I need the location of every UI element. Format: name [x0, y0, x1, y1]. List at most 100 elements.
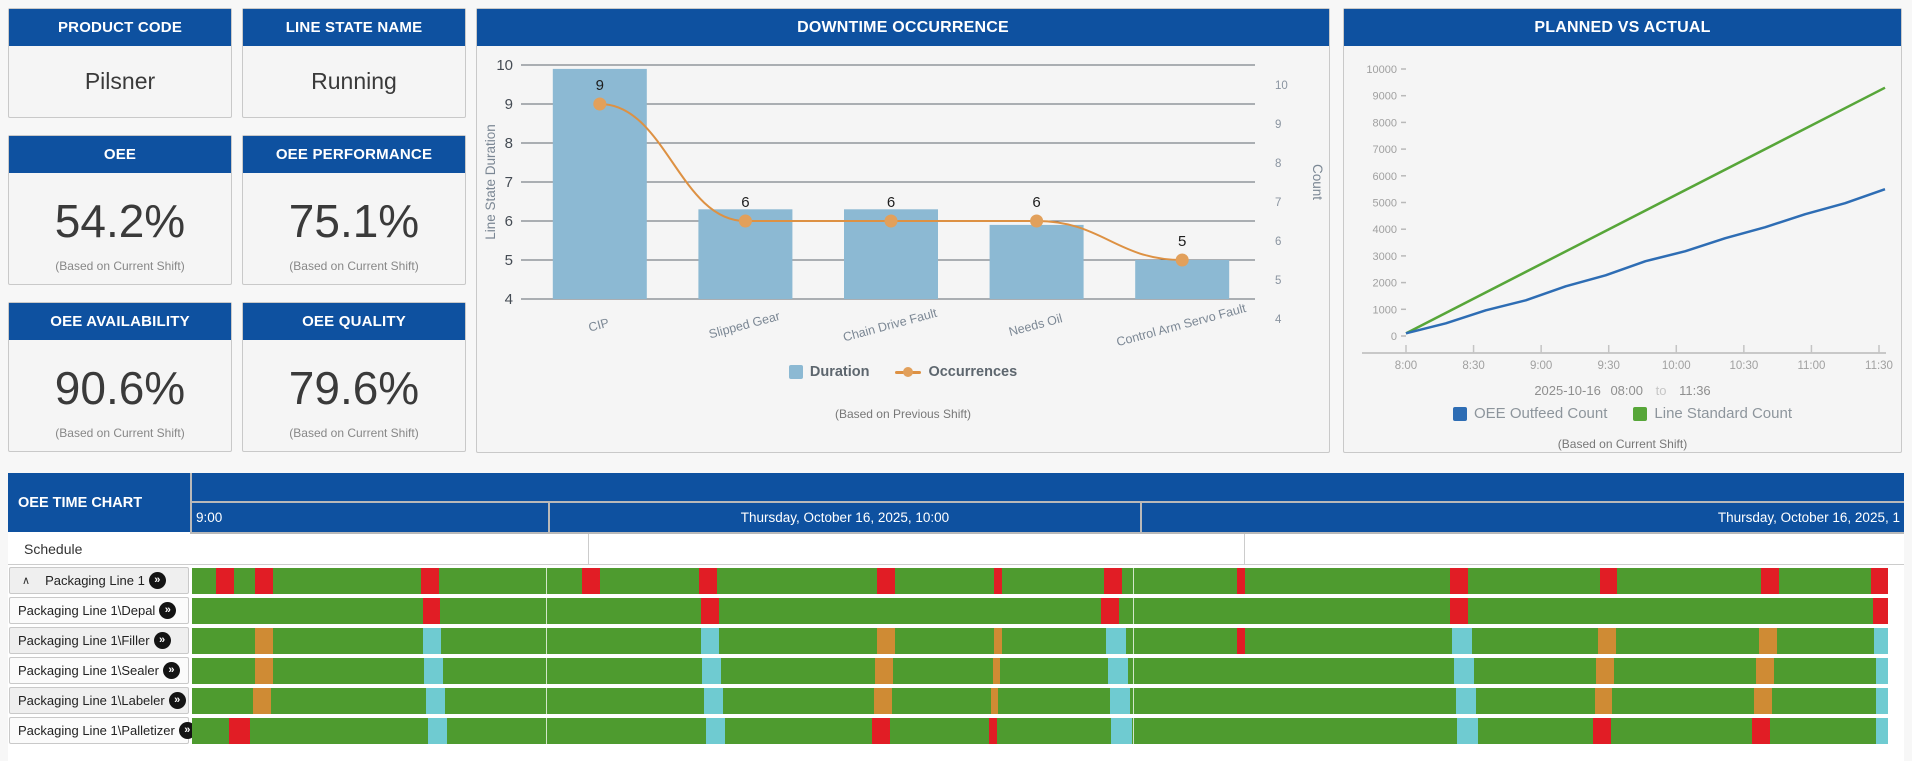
kpi-subtitle-oee: (Based on Current Shift) — [55, 259, 185, 273]
schedule-label: Schedule — [24, 541, 83, 557]
kpi-body-oee-performance: 75.1% (Based on Current Shift) — [243, 173, 465, 284]
planned-legend-item-oee-outfeed-count[interactable]: OEE Outfeed Count — [1452, 405, 1607, 422]
svg-text:6: 6 — [1275, 236, 1281, 248]
legend-label: Line Standard Count — [1654, 405, 1793, 422]
fast-forward-icon[interactable]: » — [148, 572, 166, 589]
kpi-subtitle-oee-quality: (Based on Current Shift) — [289, 426, 419, 440]
svg-text:0: 0 — [1391, 331, 1397, 343]
gantt-segment-orange — [253, 688, 271, 714]
svg-text:Chain Drive Fault: Chain Drive Fault — [842, 306, 939, 345]
svg-text:6: 6 — [1032, 194, 1040, 211]
fast-forward-icon[interactable]: » — [153, 632, 171, 649]
gantt-segment-cyan — [424, 658, 443, 684]
gantt-segment-orange — [1596, 658, 1615, 684]
svg-text:6000: 6000 — [1373, 171, 1397, 183]
gantt-segment-red — [1236, 628, 1246, 654]
gantt-row-packaging-line-1: ∧ Packaging Line 1» — [8, 566, 1904, 596]
gantt-segment-cyan — [1457, 718, 1479, 744]
gantt-segment-orange — [992, 658, 1001, 684]
gantt-schedule-row: Schedule — [8, 534, 1904, 565]
downtime-legend-item-duration[interactable]: Duration — [788, 364, 869, 380]
gantt-gridline — [546, 658, 548, 684]
gantt-segment-orange — [1594, 688, 1613, 714]
gantt-row-packaging-line-1-labeler: Packaging Line 1\Labeler» — [8, 686, 1904, 716]
svg-text:Line State Duration: Line State Duration — [483, 124, 498, 240]
gantt-bar-packaging-line-1-palletizer — [192, 718, 1888, 744]
gantt-row-label-packaging-line-1-filler[interactable]: Packaging Line 1\Filler» — [9, 627, 189, 654]
fast-forward-icon[interactable]: » — [168, 692, 186, 709]
svg-text:6: 6 — [741, 194, 749, 211]
gantt-segment-orange — [877, 628, 895, 654]
gantt-segment-cyan — [1111, 718, 1133, 744]
gantt-segment-cyan — [427, 718, 448, 744]
kpi-body-product-code: Pilsner — [9, 46, 231, 117]
gantt-row-label-packaging-line-1[interactable]: ∧ Packaging Line 1» — [9, 567, 189, 594]
gantt-gridline — [546, 628, 548, 654]
gantt-segment-cyan — [1106, 628, 1127, 654]
svg-text:6: 6 — [887, 194, 895, 211]
gantt-segment-orange — [873, 688, 892, 714]
kpi-value-product-code: Pilsner — [84, 68, 156, 94]
gantt-segment-cyan — [1876, 688, 1888, 714]
gantt-segment-orange — [1754, 688, 1772, 714]
planned-legend-item-line-standard-count[interactable]: Line Standard Count — [1633, 405, 1792, 422]
gantt-row-packaging-line-1-sealer: Packaging Line 1\Sealer» — [8, 656, 1904, 686]
svg-text:11:30: 11:30 — [1865, 360, 1893, 372]
gantt-segment-red — [1450, 598, 1469, 624]
kpi-card-oee-availability: OEE AVAILABILITY 90.6% (Based on Current S… — [8, 302, 232, 452]
svg-text:7: 7 — [1275, 197, 1281, 209]
svg-text:7000: 7000 — [1373, 144, 1397, 156]
kpi-body-oee-quality: 79.6% (Based on Current Shift) — [243, 340, 465, 451]
gantt-sidebar-divider — [190, 473, 192, 565]
gantt-gridline — [546, 718, 548, 744]
svg-text:5: 5 — [1275, 275, 1281, 287]
svg-text:Count: Count — [1310, 164, 1325, 200]
gantt-segment-red — [1872, 598, 1888, 624]
svg-text:2000: 2000 — [1373, 278, 1397, 290]
gantt-row-packaging-line-1-palletizer: Packaging Line 1\Palletizer» — [8, 716, 1904, 746]
kpi-body-line-state-name: Running — [243, 46, 465, 117]
gantt-segment-cyan — [1109, 688, 1130, 714]
duration-swatch-icon — [788, 365, 803, 379]
downtime-legend-item-occurrences[interactable]: Occurrences — [895, 364, 1017, 380]
gantt-row-label-packaging-line-1-labeler[interactable]: Packaging Line 1\Labeler» — [9, 687, 189, 714]
fast-forward-icon[interactable]: » — [159, 602, 177, 619]
svg-text:8: 8 — [505, 135, 513, 152]
kpi-card-product-code: PRODUCT CODE Pilsner — [8, 8, 232, 118]
gantt-segment-red — [422, 598, 441, 624]
gantt-segment-cyan — [1876, 718, 1888, 744]
svg-text:10:30: 10:30 — [1729, 360, 1758, 372]
kpi-body-oee: 54.2% (Based on Current Shift) — [9, 173, 231, 284]
svg-text:4: 4 — [1275, 314, 1282, 326]
svg-text:9: 9 — [596, 77, 604, 94]
gantt-row-label-packaging-line-1-sealer[interactable]: Packaging Line 1\Sealer» — [9, 657, 189, 684]
svg-text:Control Arm Servo Fault: Control Arm Servo Fault — [1115, 301, 1248, 349]
gantt-segment-red — [989, 718, 997, 744]
planned-legend: OEE Outfeed Count Line Standard Count — [1344, 405, 1901, 422]
kpi-title-oee-performance: OEE PERFORMANCE — [243, 136, 465, 173]
gantt-row-text: Packaging Line 1\Filler — [18, 633, 150, 648]
fast-forward-icon[interactable]: » — [162, 662, 180, 679]
gantt-gridline — [1133, 568, 1135, 594]
gantt-segment-red — [1871, 568, 1888, 594]
gantt-segment-red — [1760, 568, 1779, 594]
gantt-row-packaging-line-1-depal: Packaging Line 1\Depal» — [8, 596, 1904, 626]
kpi-subtitle-oee-performance: (Based on Current Shift) — [289, 259, 419, 273]
planned-to-word: to — [1655, 383, 1667, 398]
gantt-bottom-strip — [8, 746, 1904, 761]
gantt-row-label-packaging-line-1-depal[interactable]: Packaging Line 1\Depal» — [9, 597, 189, 624]
gantt-segment-orange — [994, 628, 1002, 654]
collapse-chevron-icon[interactable]: ∧ — [22, 575, 31, 587]
kpi-title-product-code: PRODUCT CODE — [9, 9, 231, 46]
svg-text:Slipped Gear: Slipped Gear — [707, 309, 781, 341]
downtime-panel-title: DOWNTIME OCCURRENCE — [477, 9, 1329, 46]
planned-panel-title: PLANNED VS ACTUAL — [1344, 9, 1901, 46]
oee-time-chart: OEE TIME CHART 9:00 Thursday, October 16,… — [8, 473, 1904, 761]
gantt-row-text: Packaging Line 1\Labeler — [18, 693, 165, 708]
planned-date-range: 2025-10-16 08:00 to 11:36 — [1344, 383, 1901, 398]
gantt-header-top-row — [192, 473, 1904, 501]
fast-forward-icon[interactable]: » — [178, 722, 196, 739]
svg-text:Needs Oil: Needs Oil — [1007, 311, 1064, 339]
gantt-row-label-packaging-line-1-palletizer[interactable]: Packaging Line 1\Palletizer» — [9, 717, 196, 744]
gantt-segment-red — [1752, 718, 1771, 744]
